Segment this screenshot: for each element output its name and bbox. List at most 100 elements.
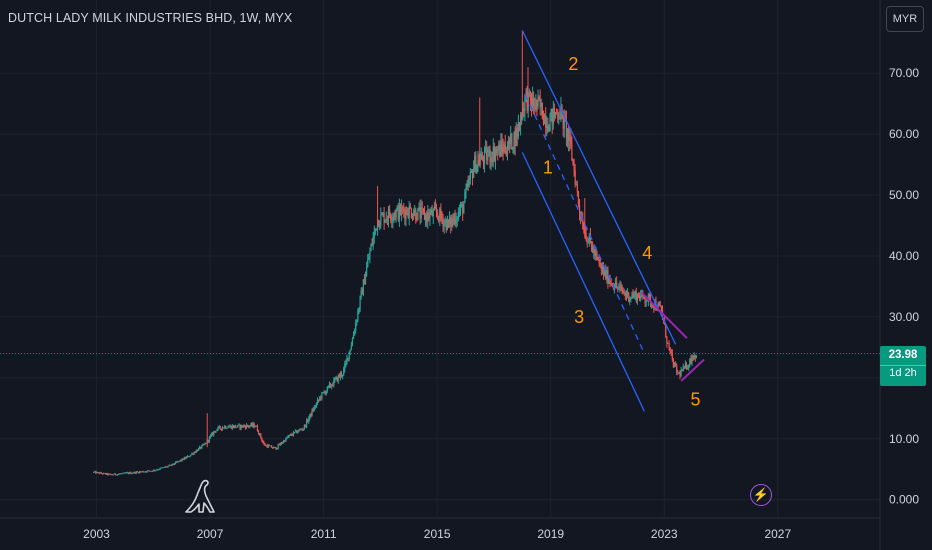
candle-body: [349, 349, 351, 352]
currency-button[interactable]: MYR: [886, 6, 924, 32]
time-tick-label: 2023: [651, 527, 678, 541]
candle-body: [355, 322, 357, 331]
candle-body: [643, 295, 645, 299]
candle-body: [240, 425, 242, 429]
candle-body: [156, 469, 158, 471]
candle-body: [266, 445, 268, 448]
candle-body: [404, 211, 406, 219]
candle-body: [358, 308, 360, 311]
candle-body: [180, 460, 182, 462]
candle-body: [620, 285, 622, 287]
last-price-value: 23.98: [888, 349, 918, 361]
candle-body: [361, 290, 363, 295]
candle-body: [502, 147, 504, 153]
candle-body: [232, 425, 235, 428]
candle-body: [685, 363, 688, 369]
candle-body: [587, 240, 589, 243]
candle-body: [569, 135, 571, 142]
candle-body: [676, 365, 678, 373]
candle-body: [398, 204, 400, 220]
candle-body: [220, 428, 223, 430]
candle-body: [507, 139, 510, 151]
candle-body: [415, 209, 417, 220]
candle-body: [456, 218, 458, 221]
candle-body: [194, 452, 196, 454]
candle-body: [296, 430, 298, 433]
candle-body: [669, 347, 671, 351]
candle-body: [554, 112, 557, 117]
time-axis: 2003 2007 2011 2015 2019 2023 2027: [83, 527, 791, 541]
candle-body: [315, 403, 318, 407]
candle-body: [145, 471, 147, 473]
candle-body: [188, 456, 190, 457]
candle-body: [540, 102, 542, 108]
candle-body: [134, 471, 136, 474]
candle-body: [158, 469, 160, 471]
candle-body: [135, 471, 137, 474]
candle-body: [682, 366, 684, 372]
candle-body: [590, 241, 593, 247]
candle-body: [322, 392, 324, 394]
candle-body: [482, 159, 485, 164]
channel-line: [521, 30, 677, 345]
candle-body: [178, 461, 180, 462]
candle-body: [571, 145, 573, 161]
candle-body: [432, 210, 434, 217]
candle-body: [357, 310, 359, 321]
candle-body: [297, 431, 299, 433]
candle-body: [535, 99, 537, 110]
candle-body: [254, 426, 256, 428]
candle-body: [565, 120, 568, 138]
channel-line: [521, 152, 645, 412]
candle-body: [516, 128, 518, 137]
candle-body: [130, 472, 132, 474]
candle-body: [622, 290, 624, 293]
candle-body: [433, 206, 435, 211]
candle-body: [529, 91, 532, 101]
candle-body: [344, 363, 346, 370]
candle-body: [619, 285, 621, 287]
lightning-bolt-icon[interactable]: ⚡: [750, 484, 772, 506]
candle-body: [286, 437, 288, 439]
candle-body: [267, 445, 269, 448]
candle-body: [218, 426, 220, 428]
symbol-title[interactable]: DUTCH LADY MILK INDUSTRIES BHD, 1W, MYX: [8, 11, 293, 25]
wave-label: 1: [543, 158, 553, 178]
candle-body: [107, 473, 109, 475]
candle-body: [129, 472, 131, 474]
candle-body: [524, 95, 526, 112]
candle-body: [381, 214, 383, 216]
candle-body: [179, 460, 181, 462]
candle-body: [471, 171, 474, 178]
candle-body: [419, 207, 421, 219]
candle-body: [625, 295, 628, 297]
candle-body: [566, 128, 569, 138]
candle-body: [301, 429, 303, 431]
candle-body: [533, 97, 535, 107]
candle-body: [198, 446, 201, 449]
time-tick-label: 2027: [764, 527, 791, 541]
candle-body: [149, 470, 152, 472]
candle-body: [477, 159, 479, 165]
candles: [93, 30, 697, 476]
dinosaur-logo-icon[interactable]: [184, 478, 218, 519]
candle-body: [208, 437, 211, 442]
candle-body: [213, 431, 215, 436]
candle-body: [614, 282, 617, 288]
candle-body: [660, 306, 663, 310]
candle-body: [558, 116, 560, 118]
candle-body: [684, 363, 687, 368]
candle-body: [577, 191, 580, 205]
candle-body: [451, 218, 453, 227]
candle-body: [275, 447, 277, 450]
candle-body: [230, 425, 232, 429]
candle-body: [332, 385, 334, 387]
candle-body: [204, 443, 206, 445]
candle-body: [196, 450, 198, 452]
candle-body: [369, 250, 371, 258]
wave-label: 2: [568, 54, 578, 74]
candle-body: [629, 298, 631, 302]
candle-body: [122, 472, 124, 474]
candle-body: [114, 473, 117, 475]
